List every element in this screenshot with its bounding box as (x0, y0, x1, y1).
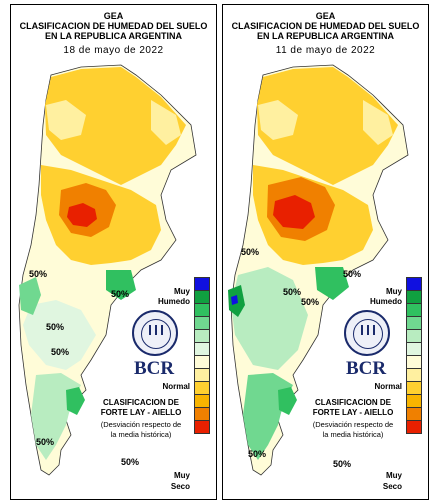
legend-bottom-2: Seco (382, 482, 402, 491)
legend-bottom-1: Muy (386, 471, 402, 480)
legend-top-2: Humedo (158, 297, 190, 306)
legend-bottom-1: Muy (174, 471, 190, 480)
dry-zone-north (257, 67, 398, 185)
legend-top-2: Humedo (370, 297, 402, 306)
contour-label: 50% (29, 269, 47, 279)
legend-bar (406, 277, 422, 434)
contour-label: 50% (283, 287, 301, 297)
legend-mid: Normal (374, 382, 402, 391)
title-line-1: CLASIFICACION DE HUMEDAD DEL SUELO (19, 21, 208, 31)
red-zone (67, 203, 97, 227)
legend-top-1: Muy (174, 287, 190, 296)
wet-zone-coast (278, 387, 297, 415)
contour-label: 50% (51, 347, 69, 357)
credit-line-1: CLASIFICACION DE (103, 398, 179, 407)
slight-dry-zone-east (151, 100, 181, 145)
bcr-logo-text: BCR (345, 358, 387, 379)
contour-label: 50% (46, 322, 64, 332)
title-line-2: EN LA REPUBLICA ARGENTINA (257, 31, 394, 41)
credit-line-2: FORTE LAY - AIELLO (100, 408, 182, 417)
argentina-map: 50% 50% 50% 50% 50% 50% (18, 64, 197, 476)
contour-label: 50% (301, 297, 319, 307)
contour-label: 50% (121, 457, 139, 467)
credit-line-4: la media histórica) (110, 430, 172, 439)
contour-label: 50% (36, 437, 54, 447)
title-line-2: EN LA REPUBLICA ARGENTINA (45, 31, 182, 41)
very-wet-spot (231, 295, 238, 305)
credit-line-3: (Desviación respecto de (100, 420, 182, 429)
dry-zone-north (45, 67, 186, 185)
contour-label: 50% (333, 459, 351, 469)
credit-line-3: (Desviación respecto de (312, 420, 394, 429)
credit-line-2: FORTE LAY - AIELLO (312, 408, 394, 417)
wet-zone-west (19, 277, 41, 315)
map-date: 11 de mayo de 2022 (275, 45, 376, 56)
slight-dry-zone-east (363, 100, 393, 145)
wet-zone-buenos-aires (106, 270, 136, 300)
wet-zone-coast (66, 387, 85, 415)
red-zone (273, 195, 315, 229)
contour-label: 50% (111, 289, 129, 299)
legend-top-1: Muy (386, 287, 402, 296)
org-label: GEA (103, 11, 124, 21)
contour-label: 50% (248, 449, 266, 459)
wet-zone-buenos-aires (315, 267, 349, 300)
credit-line-4: la media histórica) (322, 430, 384, 439)
slight-dry-zone (46, 100, 86, 140)
contour-label: 50% (241, 247, 259, 257)
contour-label: 50% (343, 269, 361, 279)
legend-bar (194, 277, 210, 434)
bcr-seal-logo (132, 310, 178, 356)
map-date: 18 de mayo de 2022 (63, 45, 164, 56)
org-label: GEA (315, 11, 336, 21)
wet-zone-south (231, 267, 308, 370)
legend-bottom-2: Seco (170, 482, 190, 491)
credit-line-1: CLASIFICACION DE (315, 398, 391, 407)
map-panel-left: GEA CLASIFICACION DE HUMEDAD DEL SUELO E… (10, 4, 217, 500)
bcr-seal-logo (344, 310, 390, 356)
argentina-map: 50% 50% 50% 50% 50% 50% (228, 64, 409, 476)
slight-dry-zone (258, 100, 298, 140)
legend-mid: Normal (162, 382, 190, 391)
title-line-1: CLASIFICACION DE HUMEDAD DEL SUELO (231, 21, 420, 31)
bcr-logo-text: BCR (133, 358, 175, 379)
wet-zone-south (23, 300, 96, 370)
map-panel-right: GEA CLASIFICACION DE HUMEDAD DEL SUELO E… (222, 4, 429, 500)
